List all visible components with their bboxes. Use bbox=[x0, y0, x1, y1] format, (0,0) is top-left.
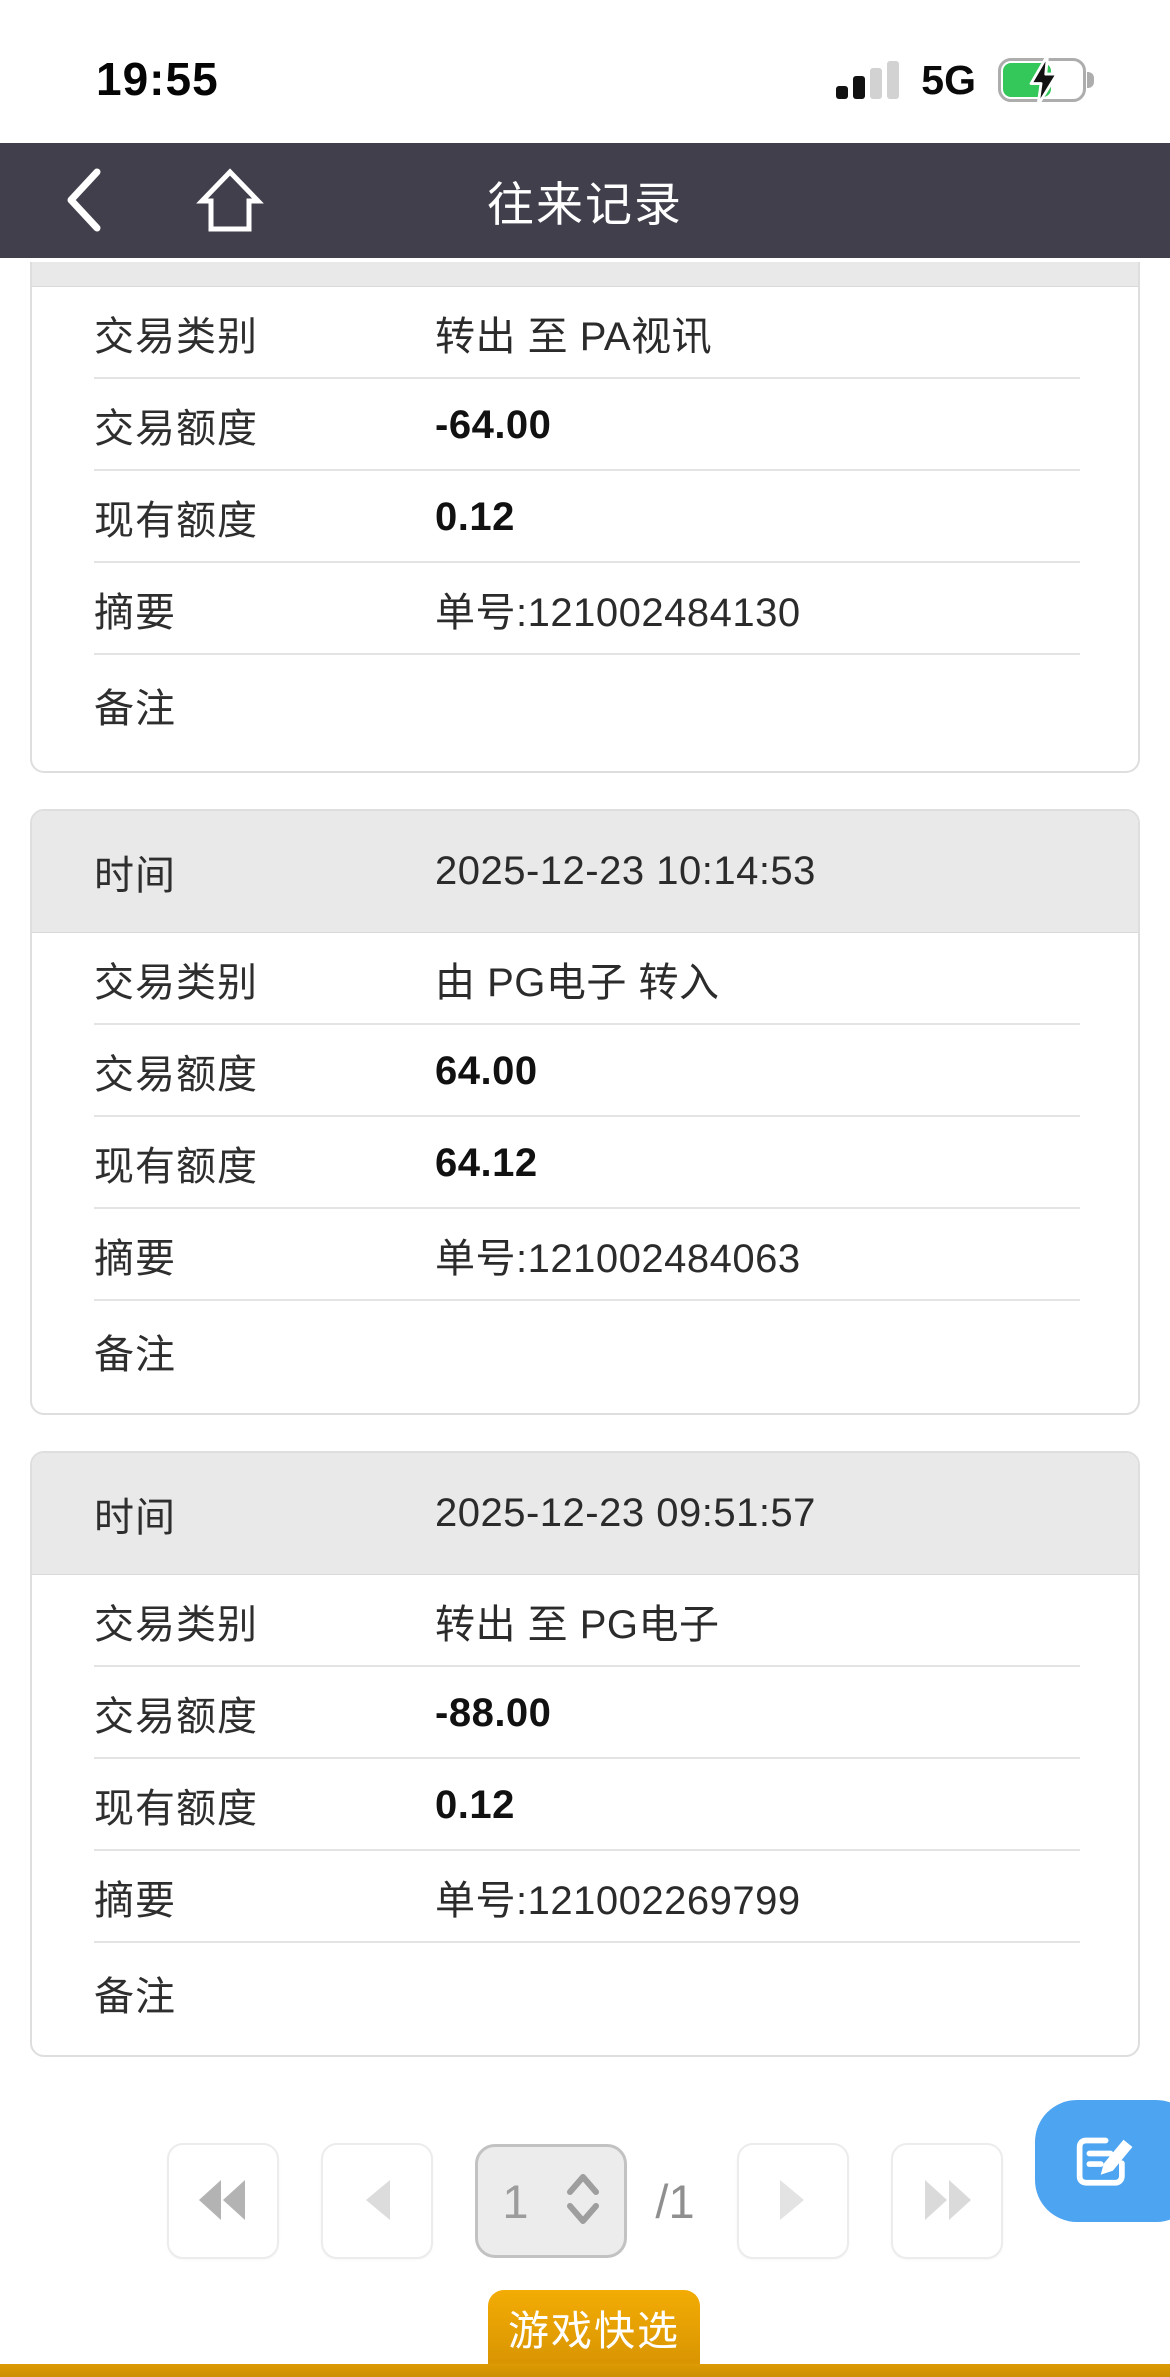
field-label: 交易类别 bbox=[94, 961, 258, 1005]
field-label: 现有额度 bbox=[94, 499, 258, 543]
record-field-row: 现有额度 0.12 bbox=[32, 1759, 1138, 1851]
record-field-row: 摘要 单号:121002269799 bbox=[32, 1851, 1138, 1943]
record-field-row: 交易类别 由 PG电子 转入 bbox=[32, 933, 1138, 1025]
field-value-summary: 单号:121002269799 bbox=[435, 1879, 801, 1923]
compose-icon bbox=[1065, 2121, 1143, 2202]
home-icon bbox=[196, 165, 264, 238]
field-label: 交易额度 bbox=[94, 1053, 258, 1097]
record-card: 时间 2025-12-23 10:14:53 交易类别 由 PG电子 转入 交易… bbox=[30, 809, 1140, 1415]
field-value-time: 2025-12-23 10:14:53 bbox=[435, 849, 816, 893]
record-card: 时间 2025-12-23 09:51:57 交易类别 转出 至 PG电子 交易… bbox=[30, 1451, 1140, 2057]
network-type-label: 5G bbox=[921, 56, 976, 103]
field-label: 现有额度 bbox=[94, 1145, 258, 1189]
status-bar: 19:55 5G bbox=[0, 0, 1170, 143]
record-field-row: 交易类别 转出 至 PG电子 bbox=[32, 1575, 1138, 1667]
record-field-row: 摘要 单号:121002484130 bbox=[32, 563, 1138, 655]
field-value-amount: -64.00 bbox=[435, 402, 552, 447]
prev-page-button[interactable] bbox=[321, 2143, 434, 2259]
record-field-row: 交易类别 转出 至 PA视讯 bbox=[32, 287, 1138, 379]
record-field-row: 交易额度 -88.00 bbox=[32, 1667, 1138, 1759]
record-field-row: 备注 bbox=[32, 655, 1138, 769]
pagination: 1 /1 bbox=[0, 2143, 1170, 2259]
page-stepper-icon bbox=[566, 2168, 600, 2235]
record-field-row: 交易额度 64.00 bbox=[32, 1025, 1138, 1117]
bottom-accent-bar bbox=[0, 2364, 1170, 2377]
home-button[interactable] bbox=[190, 163, 270, 239]
first-page-button[interactable] bbox=[167, 2143, 280, 2259]
field-label: 备注 bbox=[94, 1975, 176, 2019]
next-page-button[interactable] bbox=[736, 2143, 849, 2259]
game-quick-select-label: 游戏快选 bbox=[508, 2308, 680, 2354]
field-value-balance: 64.12 bbox=[435, 1140, 538, 1185]
page-number-input[interactable]: 1 bbox=[475, 2144, 628, 2258]
back-chevron-icon bbox=[63, 166, 105, 237]
signal-strength-icon bbox=[836, 61, 900, 99]
field-label: 备注 bbox=[94, 1333, 176, 1377]
record-field-row: 现有额度 0.12 bbox=[32, 471, 1138, 563]
status-time: 19:55 bbox=[96, 53, 219, 105]
field-value: 由 PG电子 转入 bbox=[435, 961, 720, 1005]
last-page-button[interactable] bbox=[890, 2143, 1003, 2259]
record-field-row: 备注 bbox=[32, 1301, 1138, 1413]
field-label: 时间 bbox=[94, 1495, 176, 1540]
first-page-icon bbox=[197, 2178, 249, 2225]
field-label: 摘要 bbox=[94, 591, 176, 635]
field-label: 现有额度 bbox=[94, 1787, 258, 1831]
field-label: 交易额度 bbox=[94, 1695, 258, 1739]
field-label: 交易类别 bbox=[94, 315, 258, 359]
field-label: 备注 bbox=[94, 687, 176, 731]
page-number-value: 1 bbox=[502, 2174, 529, 2228]
record-field-row: 摘要 单号:121002484063 bbox=[32, 1209, 1138, 1301]
field-label: 摘要 bbox=[94, 1237, 176, 1281]
last-page-icon bbox=[921, 2178, 973, 2225]
back-button[interactable] bbox=[52, 167, 116, 235]
field-label: 摘要 bbox=[94, 1879, 176, 1923]
nav-bar: 往来记录 bbox=[0, 143, 1170, 258]
field-value: 转出 至 PG电子 bbox=[435, 1603, 720, 1647]
field-value-balance: 0.12 bbox=[435, 494, 515, 539]
field-label: 交易额度 bbox=[94, 407, 258, 451]
field-label: 交易类别 bbox=[94, 1603, 258, 1647]
field-value: 转出 至 PA视讯 bbox=[435, 315, 713, 359]
field-label: 时间 bbox=[94, 853, 176, 898]
field-value-time: 2025-12-23 09:51:57 bbox=[435, 1491, 816, 1535]
field-value-balance: 0.12 bbox=[435, 1782, 515, 1827]
record-card-header: 时间 2025-12-23 09:51:57 bbox=[32, 1453, 1138, 1575]
field-value-summary: 单号:121002484063 bbox=[435, 1237, 801, 1281]
record-field-row: 备注 bbox=[32, 1943, 1138, 2055]
total-pages-label: /1 bbox=[655, 2174, 695, 2228]
status-right-cluster: 5G bbox=[836, 50, 1098, 110]
prev-page-icon bbox=[362, 2178, 392, 2225]
compose-fab-button[interactable] bbox=[1035, 2100, 1170, 2222]
field-value-summary: 单号:121002484130 bbox=[435, 591, 801, 635]
record-field-row: 现有额度 64.12 bbox=[32, 1117, 1138, 1209]
record-card-header: 时间 2025-12-23 10:14:53 bbox=[32, 811, 1138, 933]
page-title: 往来记录 bbox=[487, 178, 683, 231]
field-value-amount: 64.00 bbox=[435, 1048, 538, 1093]
battery-charging-icon bbox=[998, 54, 1098, 106]
record-field-row: 交易额度 -64.00 bbox=[32, 379, 1138, 471]
next-page-icon bbox=[778, 2178, 808, 2225]
game-quick-select-button[interactable]: 游戏快选 bbox=[488, 2290, 700, 2364]
field-value-amount: -88.00 bbox=[435, 1690, 552, 1735]
record-card-header-cut bbox=[32, 262, 1138, 287]
record-card: 交易类别 转出 至 PA视讯 交易额度 -64.00 现有额度 0.12 摘要 … bbox=[30, 262, 1140, 773]
